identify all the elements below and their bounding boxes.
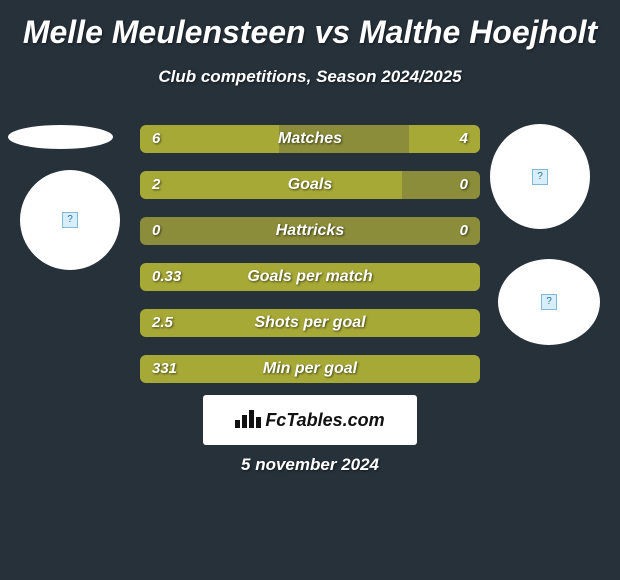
- stat-label: Goals: [140, 171, 480, 199]
- comparison-title: Melle Meulensteen vs Malthe Hoejholt: [0, 0, 620, 51]
- stat-value-right: 4: [460, 125, 468, 153]
- player-left-club-placeholder: [8, 125, 113, 149]
- player-right-club-placeholder: ?: [490, 124, 590, 229]
- stat-row: 2Goals0: [140, 171, 480, 199]
- comparison-subtitle: Club competitions, Season 2024/2025: [0, 67, 620, 87]
- logo-label: FcTables.com: [265, 410, 384, 431]
- placeholder-icon: ?: [532, 169, 548, 185]
- stat-row: 2.5Shots per goal: [140, 309, 480, 337]
- logo-bars-icon: [235, 408, 261, 433]
- placeholder-icon: ?: [541, 294, 557, 310]
- player-left-avatar: ?: [20, 170, 120, 270]
- stat-row: 331Min per goal: [140, 355, 480, 383]
- stat-label: Min per goal: [140, 355, 480, 383]
- infographic-date: 5 november 2024: [0, 455, 620, 475]
- stat-value-right: 0: [460, 217, 468, 245]
- fctables-logo: FcTables.com: [203, 395, 417, 445]
- placeholder-icon: ?: [62, 212, 78, 228]
- stat-row: 0Hattricks0: [140, 217, 480, 245]
- stat-label: Hattricks: [140, 217, 480, 245]
- logo-text: FcTables.com: [235, 408, 384, 433]
- stat-label: Goals per match: [140, 263, 480, 291]
- stat-value-right: 0: [460, 171, 468, 199]
- stats-container: 6Matches42Goals00Hattricks00.33Goals per…: [140, 125, 480, 401]
- stat-row: 6Matches4: [140, 125, 480, 153]
- player-right-avatar: ?: [498, 259, 600, 345]
- stat-label: Matches: [140, 125, 480, 153]
- stat-row: 0.33Goals per match: [140, 263, 480, 291]
- stat-label: Shots per goal: [140, 309, 480, 337]
